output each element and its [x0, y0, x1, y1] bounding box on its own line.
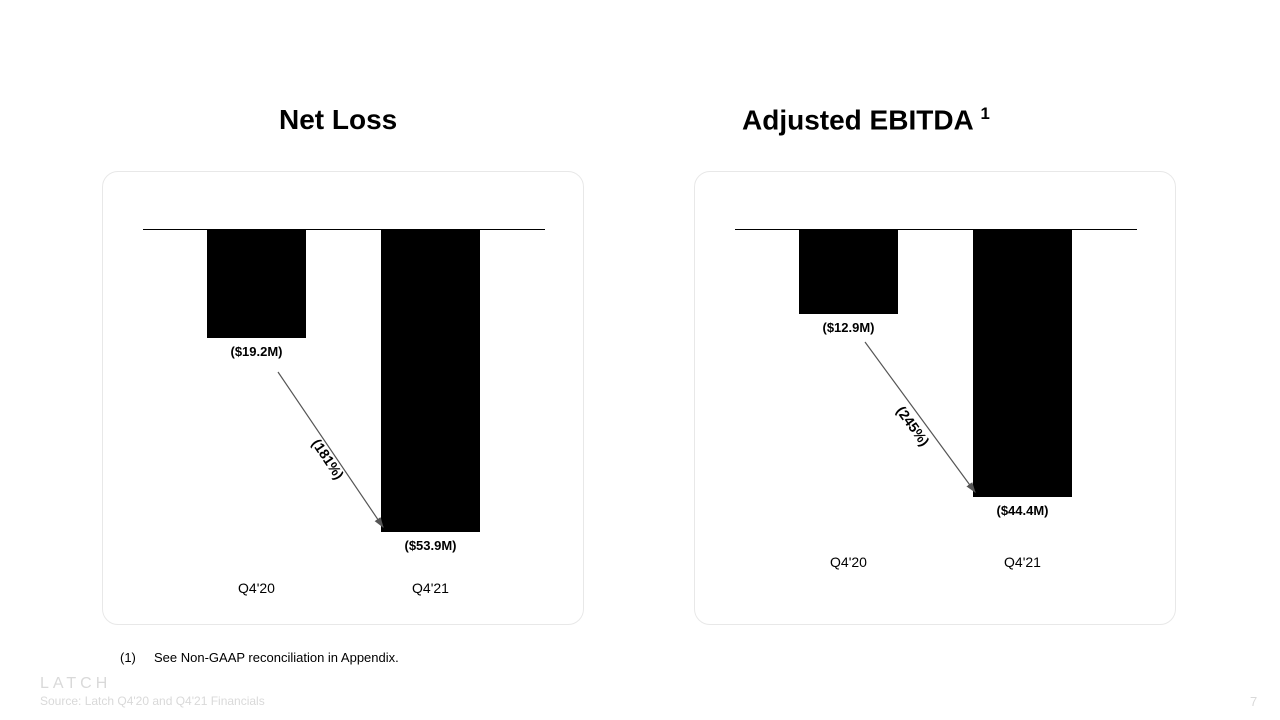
adj-ebitda-panel: ($12.9M) ($44.4M) Q4'20 Q4'21 (245%) [694, 171, 1176, 625]
chart-title-net-loss: Net Loss [279, 104, 397, 136]
footnote-text: See Non-GAAP reconciliation in Appendix. [154, 650, 399, 665]
adj-ebitda-arrow [695, 172, 1177, 631]
net-loss-panel: ($19.2M) ($53.9M) Q4'20 Q4'21 (181%) [102, 171, 584, 625]
net-loss-arrow [103, 172, 585, 631]
page-number: 7 [1250, 694, 1257, 709]
chart-title-adj-ebitda-sup: 1 [981, 104, 990, 123]
chart-title-adj-ebitda: Adjusted EBITDA 1 [742, 104, 990, 136]
net-loss-plot: ($19.2M) ($53.9M) Q4'20 Q4'21 (181%) [103, 172, 583, 624]
slide: Net Loss Adjusted EBITDA 1 ($19.2M) ($53… [0, 0, 1280, 720]
footnote: (1)See Non-GAAP reconciliation in Append… [120, 650, 399, 665]
adj-ebitda-plot: ($12.9M) ($44.4M) Q4'20 Q4'21 (245%) [695, 172, 1175, 624]
logo-text: LATCH [40, 675, 111, 693]
footnote-marker: (1) [120, 650, 154, 665]
chart-title-adj-ebitda-text: Adjusted EBITDA [742, 104, 981, 135]
source-text: Source: Latch Q4'20 and Q4'21 Financials [40, 694, 265, 708]
